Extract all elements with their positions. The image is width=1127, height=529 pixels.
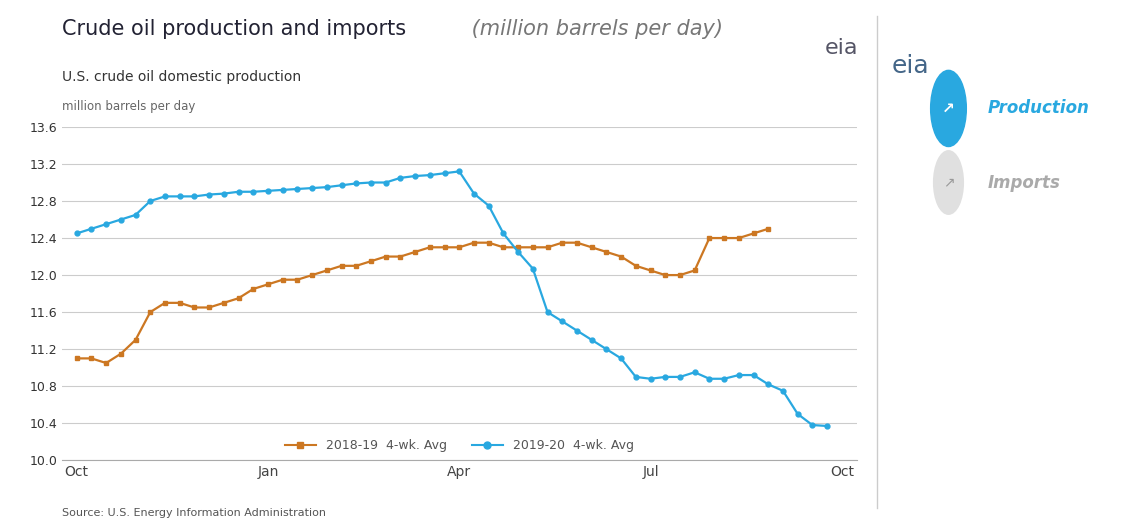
Text: Production: Production xyxy=(988,99,1090,117)
Text: Source: U.S. Energy Information Administration: Source: U.S. Energy Information Administ… xyxy=(62,508,326,518)
Legend: 2018-19  4-wk. Avg, 2019-20  4-wk. Avg: 2018-19 4-wk. Avg, 2019-20 4-wk. Avg xyxy=(279,434,639,457)
Text: ↗: ↗ xyxy=(942,176,955,189)
Circle shape xyxy=(933,151,964,214)
Text: ↗: ↗ xyxy=(942,101,955,116)
Circle shape xyxy=(931,70,966,147)
Text: eia: eia xyxy=(891,54,929,78)
Text: (million barrels per day): (million barrels per day) xyxy=(465,19,724,39)
Text: U.S. crude oil domestic production: U.S. crude oil domestic production xyxy=(62,70,301,84)
Text: eia: eia xyxy=(825,38,859,58)
Text: million barrels per day: million barrels per day xyxy=(62,101,195,113)
Text: Crude oil production and imports: Crude oil production and imports xyxy=(62,19,406,39)
Text: Imports: Imports xyxy=(988,174,1061,191)
